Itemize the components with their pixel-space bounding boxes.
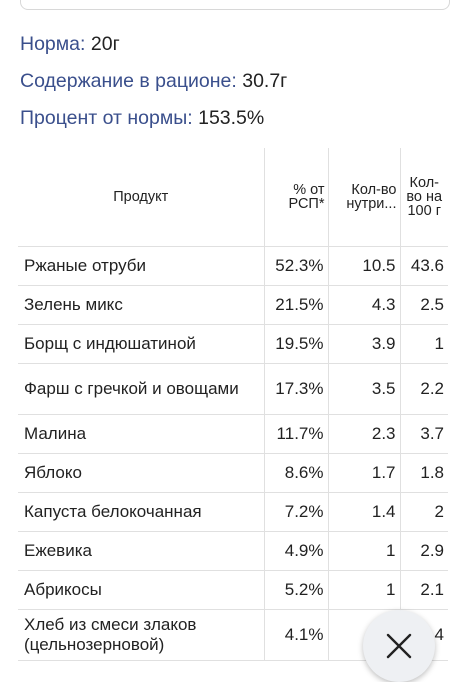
table-row[interactable]: Капуста белокочанная 7.2% 1.4 2 (18, 492, 448, 532)
close-button[interactable] (363, 610, 435, 682)
percent-value: 17.3% (263, 363, 328, 415)
header-product[interactable]: Продукт (18, 148, 264, 247)
per100-value: 1 (399, 324, 448, 364)
per100-value: 2.5 (399, 285, 448, 325)
norm-line: Норма: 20г (20, 30, 287, 67)
table-row[interactable]: Яблоко 8.6% 1.7 1.8 (18, 453, 448, 493)
per100-value: 2 (399, 492, 448, 532)
per100-value: 1.8 (399, 453, 448, 493)
table-row[interactable]: Зелень микс 21.5% 4.3 2.5 (18, 285, 448, 325)
amount-value: 1.7 (327, 453, 400, 493)
content-value: 30.7г (242, 70, 288, 92)
product-name: Малина (18, 414, 264, 454)
percent-value: 153.5% (198, 107, 265, 129)
table-header-row: Продукт % от РСП* Кол-во нутри... Кол-во… (18, 148, 448, 247)
table-row[interactable]: Борщ с индюшатиной 19.5% 3.9 1 (18, 324, 448, 364)
percent-line: Процент от нормы: 153.5% (20, 104, 287, 141)
percent-value: 19.5% (263, 324, 328, 364)
product-name: Ежевика (18, 531, 264, 571)
percent-value: 11.7% (263, 414, 328, 454)
percent-value: 52.3% (263, 246, 328, 286)
percent-label: Процент от нормы: (20, 107, 193, 129)
per100-value: 2.1 (399, 570, 448, 610)
product-name: Фарш с гречкой и овощами (18, 363, 264, 415)
percent-value: 5.2% (263, 570, 328, 610)
header-amount[interactable]: Кол-во нутри... (327, 148, 400, 247)
nutrient-summary: Норма: 20г Содержание в рационе: 30.7г П… (20, 30, 287, 141)
amount-value: 1 (327, 531, 400, 571)
content-label: Содержание в рационе: (20, 70, 237, 92)
table-row[interactable]: Малина 11.7% 2.3 3.7 (18, 414, 448, 454)
amount-value: 4.3 (327, 285, 400, 325)
table-row[interactable]: Ежевика 4.9% 1 2.9 (18, 531, 448, 571)
product-name: Борщ с индюшатиной (18, 324, 264, 364)
close-icon (386, 633, 412, 659)
product-name: Абрикосы (18, 570, 264, 610)
percent-value: 7.2% (263, 492, 328, 532)
amount-value: 3.5 (327, 363, 400, 415)
per100-value: 2.2 (399, 363, 448, 415)
product-name: Ржаные отруби (18, 246, 264, 286)
amount-value: 1.4 (327, 492, 400, 532)
percent-value: 4.1% (263, 609, 328, 661)
amount-value: 2.3 (327, 414, 400, 454)
previous-card (20, 0, 450, 10)
product-name: Зелень микс (18, 285, 264, 325)
table-row[interactable]: Ржаные отруби 52.3% 10.5 43.6 (18, 246, 448, 286)
table-row[interactable]: Фарш с гречкой и овощами 17.3% 3.5 2.2 (18, 363, 448, 415)
header-per100[interactable]: Кол-во на 100 г (399, 148, 448, 247)
content-line: Содержание в рационе: 30.7г (20, 67, 287, 104)
per100-value: 3.7 (399, 414, 448, 454)
per100-value: 43.6 (399, 246, 448, 286)
percent-value: 4.9% (263, 531, 328, 571)
amount-value: 1 (327, 570, 400, 610)
percent-value: 8.6% (263, 453, 328, 493)
norm-label: Норма: (20, 33, 86, 55)
product-name: Яблоко (18, 453, 264, 493)
per100-value: 2.9 (399, 531, 448, 571)
product-name: Капуста белокочанная (18, 492, 264, 532)
product-name: Хлеб из смеси злаков (цельнозерновой) (18, 609, 264, 661)
amount-value: 3.9 (327, 324, 400, 364)
header-percent[interactable]: % от РСП* (263, 148, 328, 247)
amount-value: 10.5 (327, 246, 400, 286)
norm-value: 20г (90, 33, 120, 55)
percent-value: 21.5% (263, 285, 328, 325)
table-row[interactable]: Абрикосы 5.2% 1 2.1 (18, 570, 448, 610)
products-table: Продукт % от РСП* Кол-во нутри... Кол-во… (18, 148, 448, 661)
table-row[interactable]: Хлеб из смеси злаков (цельнозерновой) 4.1… (18, 609, 448, 661)
